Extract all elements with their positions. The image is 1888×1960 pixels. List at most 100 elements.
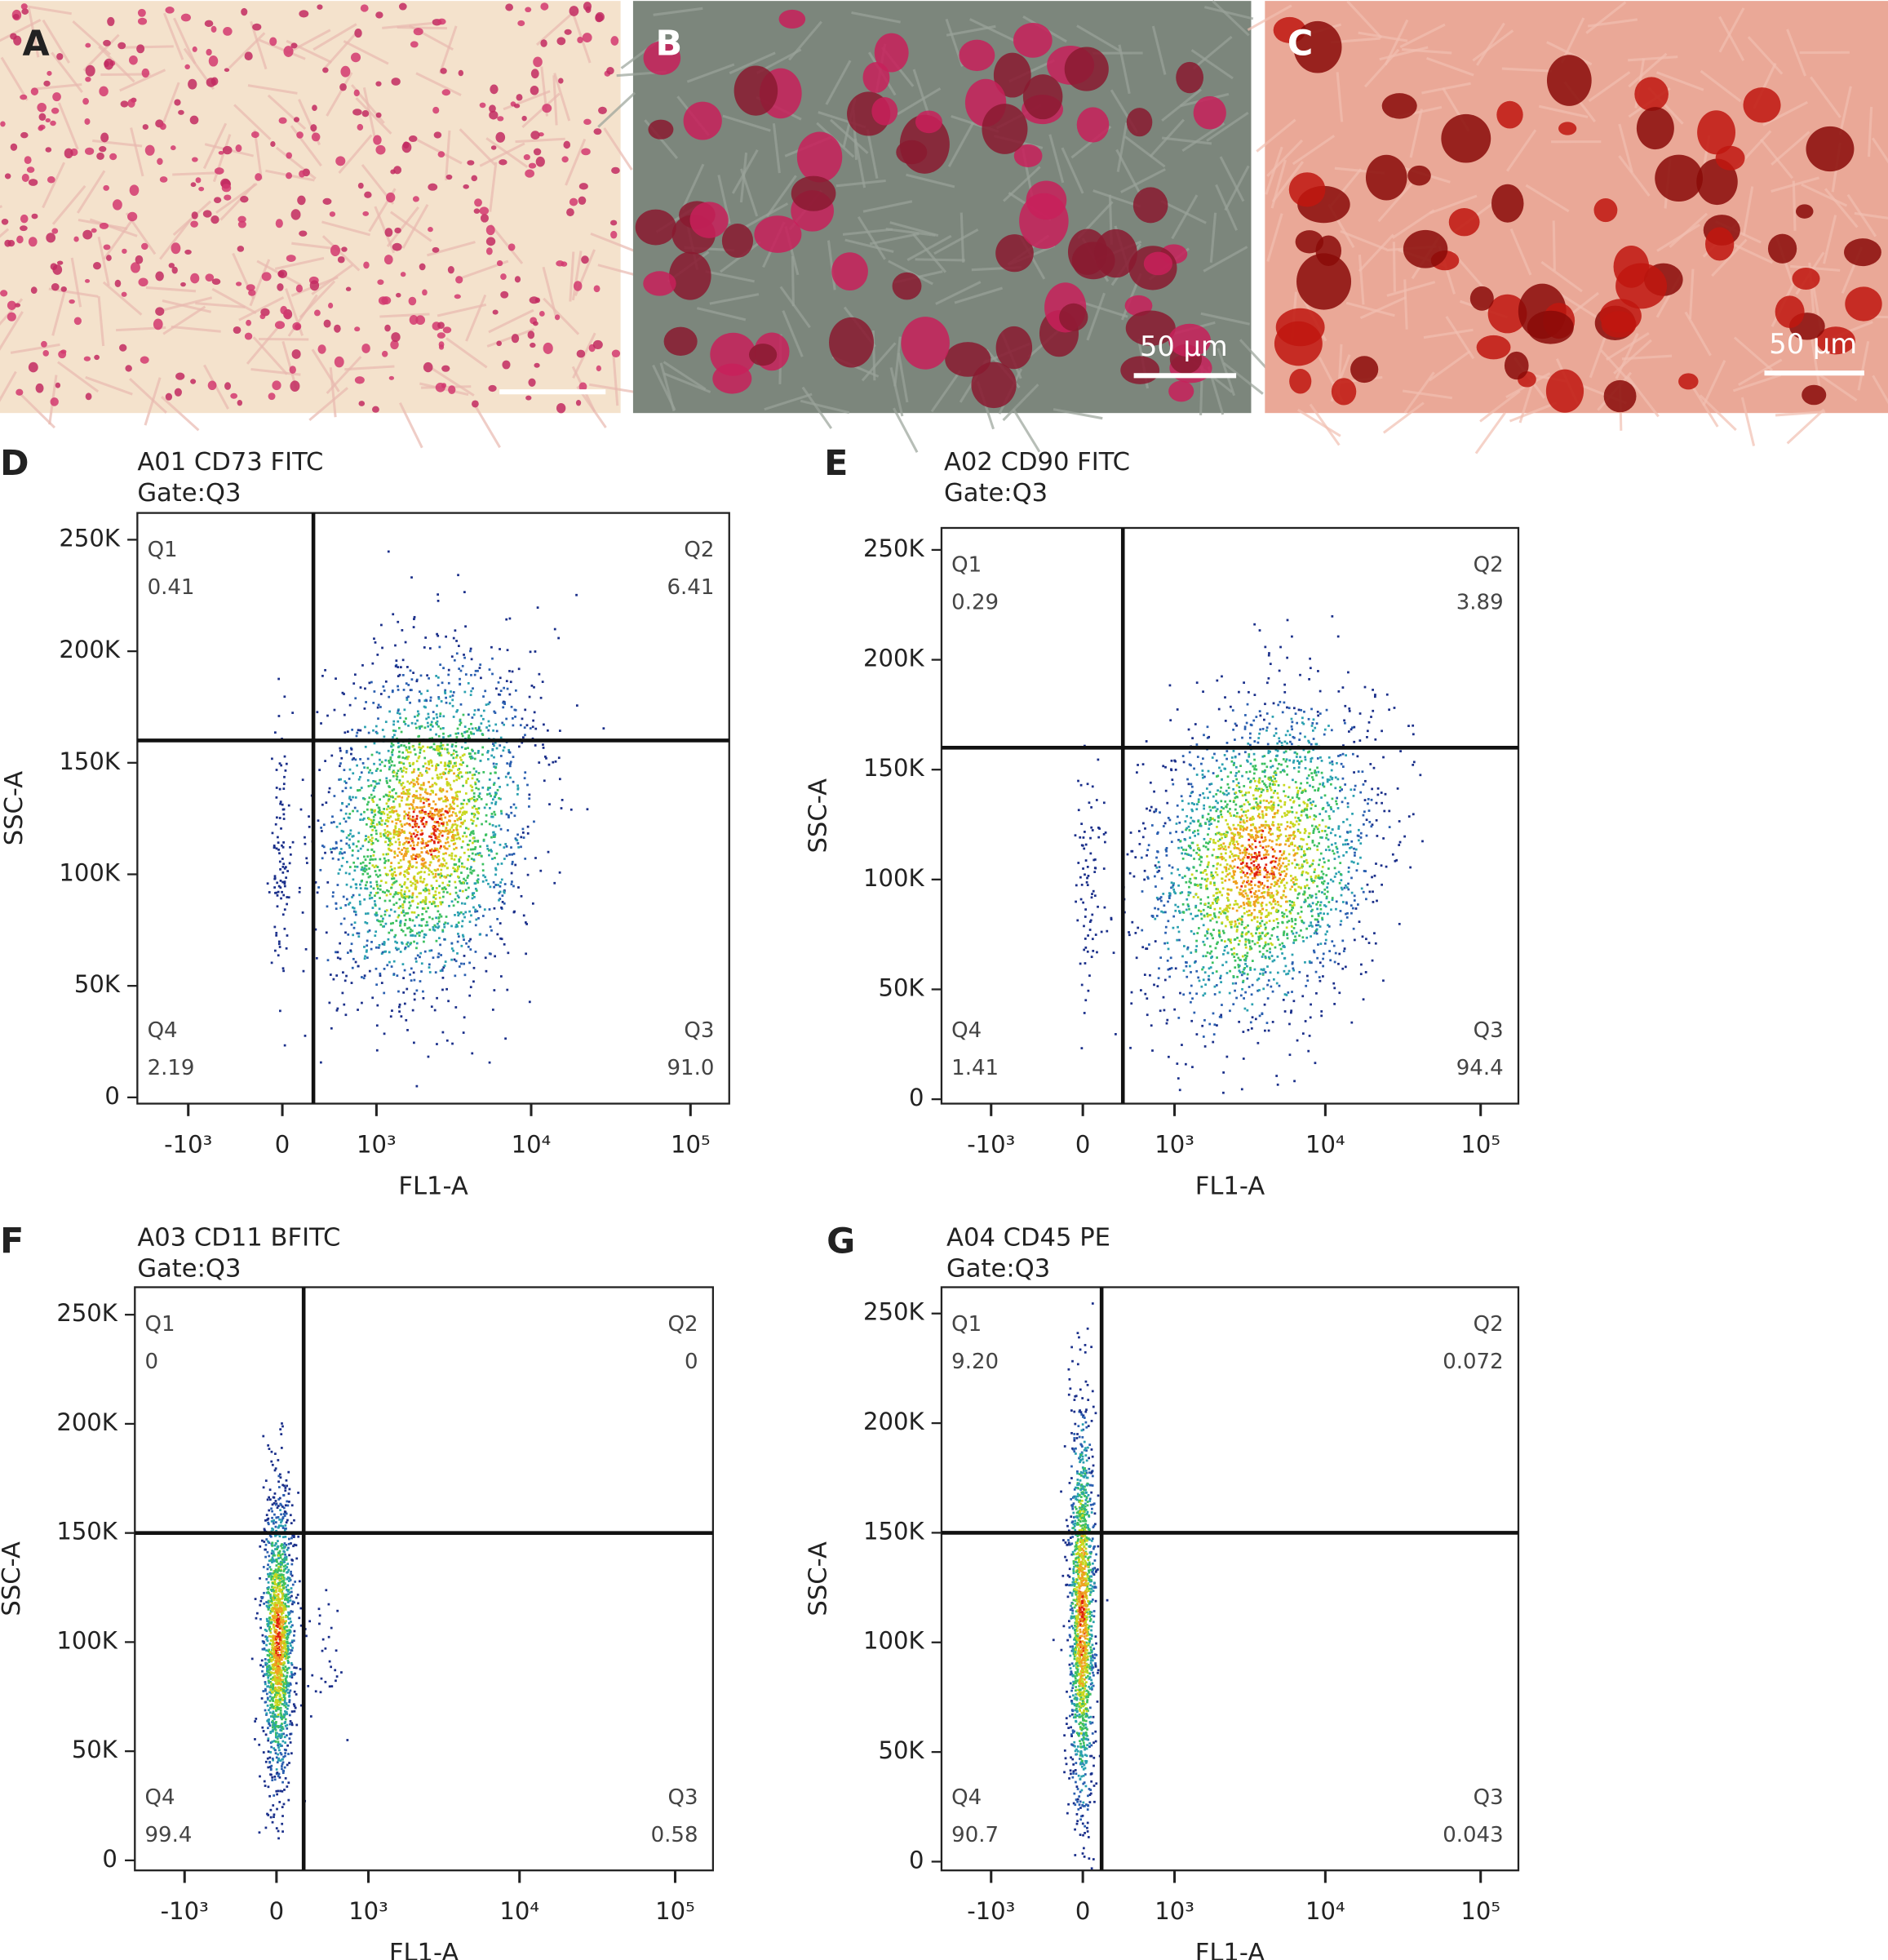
- cell-streak: [1589, 330, 1609, 379]
- event-dot: [1317, 924, 1320, 927]
- event-dot: [396, 778, 398, 781]
- event-dot: [1265, 1022, 1269, 1024]
- event-dot: [1362, 890, 1365, 894]
- stained-cell: [1487, 294, 1527, 334]
- event-dot: [1231, 982, 1234, 985]
- stained-cell: [178, 109, 184, 115]
- cell-streak: [906, 234, 952, 262]
- event-dot: [324, 668, 326, 672]
- event-dot: [401, 787, 405, 790]
- event-dot: [341, 691, 344, 694]
- event-dot: [1156, 898, 1159, 901]
- event-dot: [1153, 983, 1155, 987]
- event-dot: [427, 907, 430, 910]
- event-dot: [1238, 969, 1241, 973]
- event-dot: [414, 934, 417, 938]
- event-dot: [396, 775, 399, 778]
- stained-cell: [292, 321, 302, 331]
- event-dot: [445, 852, 447, 855]
- event-dot: [1204, 955, 1208, 958]
- event-dot: [430, 761, 433, 764]
- event-dot: [382, 810, 384, 814]
- event-dot: [1367, 721, 1371, 724]
- event-dot: [414, 883, 417, 886]
- stained-cell: [20, 214, 29, 224]
- event-dot: [1300, 760, 1303, 763]
- stained-cell: [437, 18, 446, 25]
- cell-streak: [1270, 159, 1287, 209]
- event-dot: [437, 764, 440, 767]
- event-dot: [348, 796, 351, 800]
- event-dot: [1181, 902, 1185, 906]
- event-dot: [455, 710, 459, 713]
- cell-streak: [1149, 118, 1186, 158]
- stained-cell: [1845, 286, 1882, 321]
- event-dot: [352, 907, 356, 910]
- event-dot: [1320, 1010, 1323, 1013]
- stained-cell: [299, 230, 308, 237]
- cell-streak: [445, 337, 488, 369]
- event-dot: [1128, 933, 1131, 937]
- event-dot: [359, 887, 362, 890]
- stained-cell: [121, 291, 127, 297]
- event-dot: [387, 799, 390, 802]
- event-dot: [499, 843, 502, 846]
- event-dot: [446, 832, 450, 836]
- event-dot: [1313, 951, 1316, 954]
- event-dot: [470, 732, 473, 735]
- event-dot: [468, 920, 472, 924]
- cell-streak: [1181, 122, 1225, 153]
- event-dot: [1164, 925, 1168, 929]
- event-dot: [450, 958, 453, 961]
- cell-streak: [72, 20, 112, 56]
- event-dot: [437, 749, 440, 752]
- event-dot: [352, 757, 355, 760]
- stained-cell: [240, 195, 249, 203]
- stained-cell: [7, 312, 16, 321]
- event-dot: [441, 727, 445, 729]
- event-dot: [383, 925, 385, 928]
- event-dot: [365, 868, 368, 871]
- event-dot: [1376, 899, 1378, 902]
- stained-cell: [205, 273, 215, 282]
- stained-cell: [488, 384, 497, 392]
- event-dot: [422, 816, 425, 819]
- stained-cell: [361, 109, 370, 118]
- stained-cell: [246, 284, 255, 291]
- event-dot: [466, 867, 469, 870]
- event-dot: [491, 798, 494, 801]
- event-dot: [388, 695, 391, 698]
- event-dot: [374, 967, 378, 970]
- event-dot: [557, 756, 561, 760]
- event-dot: [366, 956, 369, 960]
- stained-cell: [585, 6, 592, 13]
- event-dot: [308, 815, 310, 818]
- event-dot: [493, 836, 495, 838]
- event-dot: [1177, 846, 1180, 849]
- stained-cell: [527, 330, 535, 339]
- stained-cell: [328, 302, 334, 309]
- stained-cell: [28, 361, 38, 373]
- event-dot: [492, 762, 495, 765]
- event-dot: [450, 942, 454, 945]
- stained-cell: [578, 382, 587, 392]
- event-dot: [394, 933, 397, 937]
- event-dot: [385, 853, 388, 856]
- event-dot: [423, 798, 426, 801]
- stained-cell: [159, 176, 168, 183]
- event-dot: [1144, 827, 1146, 830]
- event-dot: [438, 754, 441, 756]
- event-dot: [1358, 920, 1361, 924]
- event-dot: [371, 798, 374, 801]
- cell-streak: [1509, 401, 1558, 423]
- event-dot: [470, 858, 473, 860]
- event-dot: [1385, 865, 1388, 868]
- event-dot: [410, 678, 414, 681]
- stained-cell: [901, 317, 950, 370]
- event-dot: [471, 1052, 474, 1055]
- event-dot: [359, 758, 361, 760]
- stained-cell: [291, 349, 301, 359]
- event-dot: [1271, 765, 1274, 768]
- event-dot: [1333, 858, 1336, 860]
- event-dot: [1326, 780, 1329, 783]
